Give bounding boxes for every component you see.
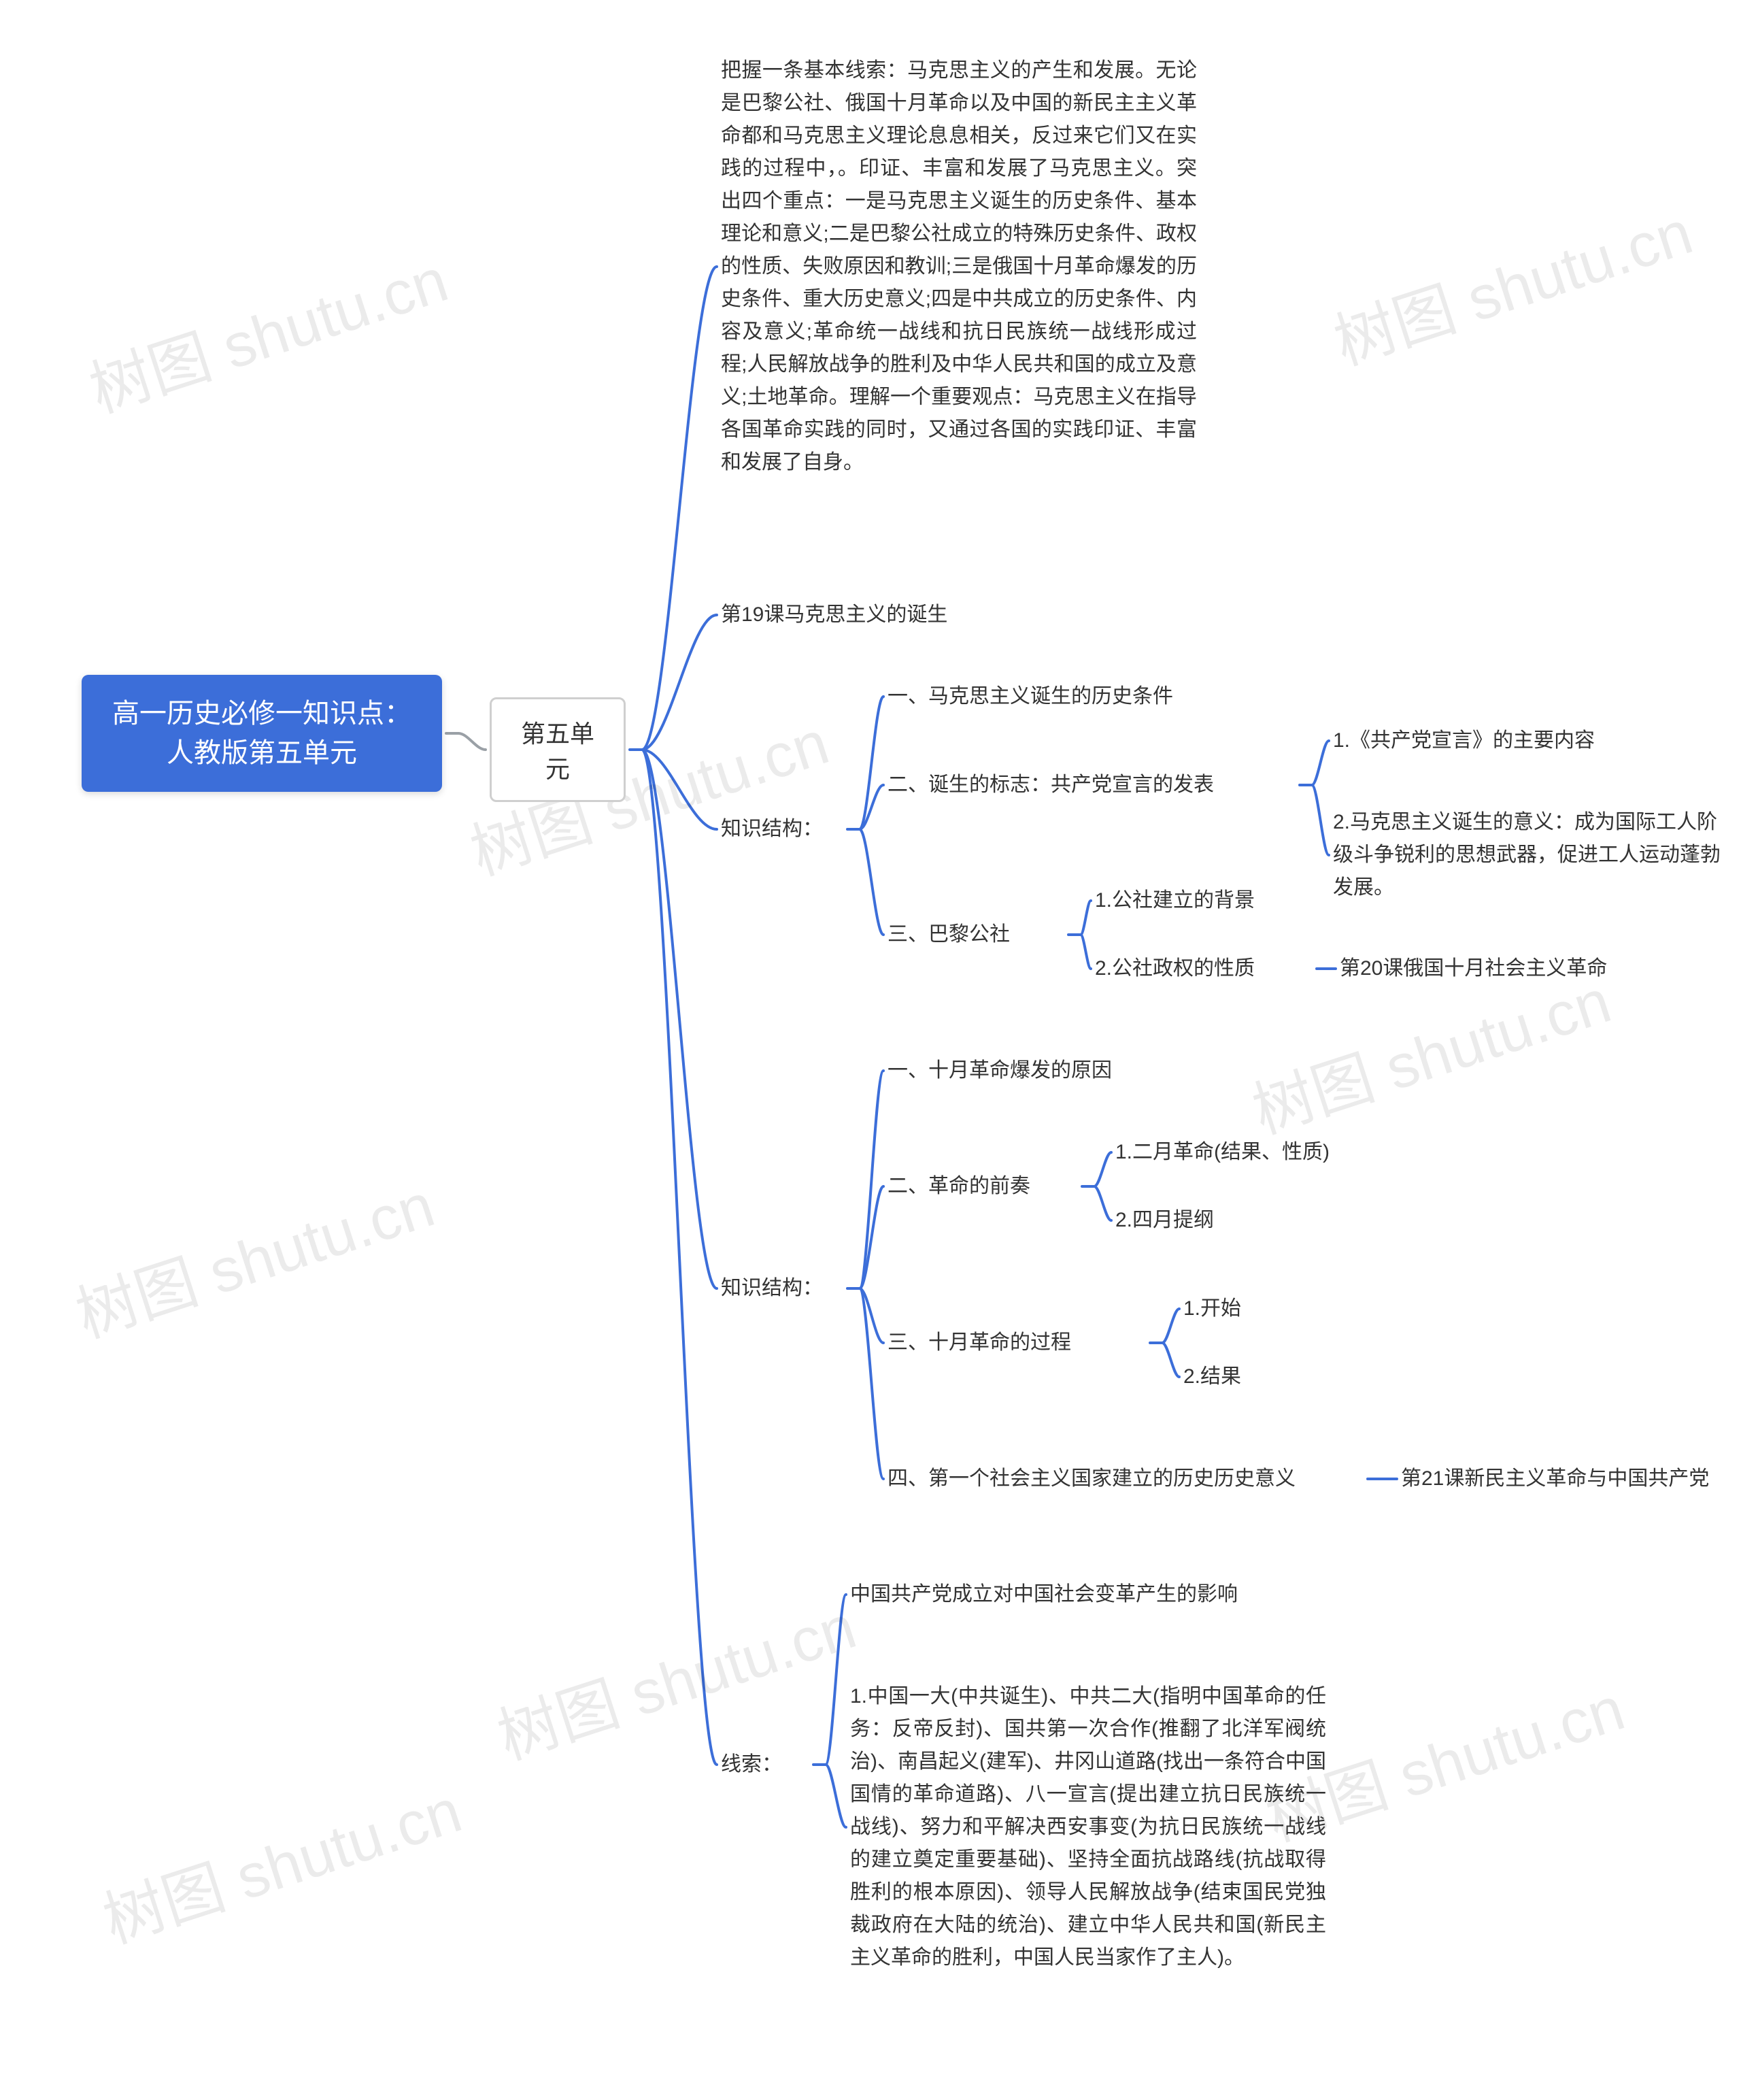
hub-node: 第五单元	[490, 697, 626, 802]
clue-paragraph: 1.中国一大(中共诞生)、中共二大(指明中国革命的任务：反帝反封)、国共第一次合…	[850, 1680, 1326, 1974]
mindmap-stage: 树图 shutu.cn树图 shutu.cn树图 shutu.cn树图 shut…	[0, 0, 1741, 2100]
ks1-item-b1: 1.《共产党宣言》的主要内容	[1333, 724, 1687, 757]
ks1-item-b2: 2.马克思主义诞生的意义：成为国际工人阶级斗争锐利的思想武器，促进工人运动蓬勃发…	[1333, 806, 1721, 904]
ks2-item-a: 一、十月革命爆发的原因	[888, 1054, 1296, 1087]
ks1-item-a: 一、马克思主义诞生的历史条件	[888, 680, 1296, 713]
ks2-item-b2: 2.四月提纲	[1115, 1204, 1319, 1237]
ks2-item-d: 四、第一个社会主义国家建立的历史历史意义	[888, 1463, 1364, 1495]
ks2-item-c2: 2.结果	[1183, 1361, 1319, 1393]
ks2-item-b: 二、革命的前奏	[888, 1170, 1078, 1203]
ks1-item-b: 二、诞生的标志：共产党宣言的发表	[888, 769, 1296, 801]
ks2-item-c1: 1.开始	[1183, 1293, 1319, 1325]
knowledge-structure-2: 知识结构：	[721, 1272, 843, 1305]
clue-item-a: 中国共产党成立对中国社会变革产生的影响	[850, 1578, 1326, 1611]
clue-label: 线索：	[721, 1748, 809, 1781]
ks1-item-c: 三、巴黎公社	[888, 918, 1064, 951]
root-node: 高一历史必修一知识点： 人教版第五单元	[82, 675, 442, 792]
root-line2: 人教版第五单元	[167, 738, 357, 768]
hub-label: 第五单元	[521, 720, 594, 783]
ks1-item-c2: 2.公社政权的性质	[1095, 952, 1313, 985]
ks2-item-b1: 1.二月革命(结果、性质)	[1115, 1136, 1421, 1169]
lesson-19-title: 第19课马克思主义的诞生	[721, 599, 1197, 631]
lesson-21-link: 第21课新民主义革命与中国共产党	[1401, 1463, 1741, 1495]
ks1-item-c1: 1.公社建立的背景	[1095, 884, 1340, 917]
ks2-item-c: 三、十月革命的过程	[888, 1327, 1146, 1359]
root-line1: 高一历史必修一知识点：	[112, 699, 411, 729]
lesson-20-link: 第20课俄国十月社会主义革命	[1340, 952, 1721, 985]
knowledge-structure-1: 知识结构：	[721, 813, 843, 846]
intro-paragraph: 把握一条基本线索：马克思主义的产生和发展。无论是巴黎公社、俄国十月革命以及中国的…	[721, 54, 1197, 479]
